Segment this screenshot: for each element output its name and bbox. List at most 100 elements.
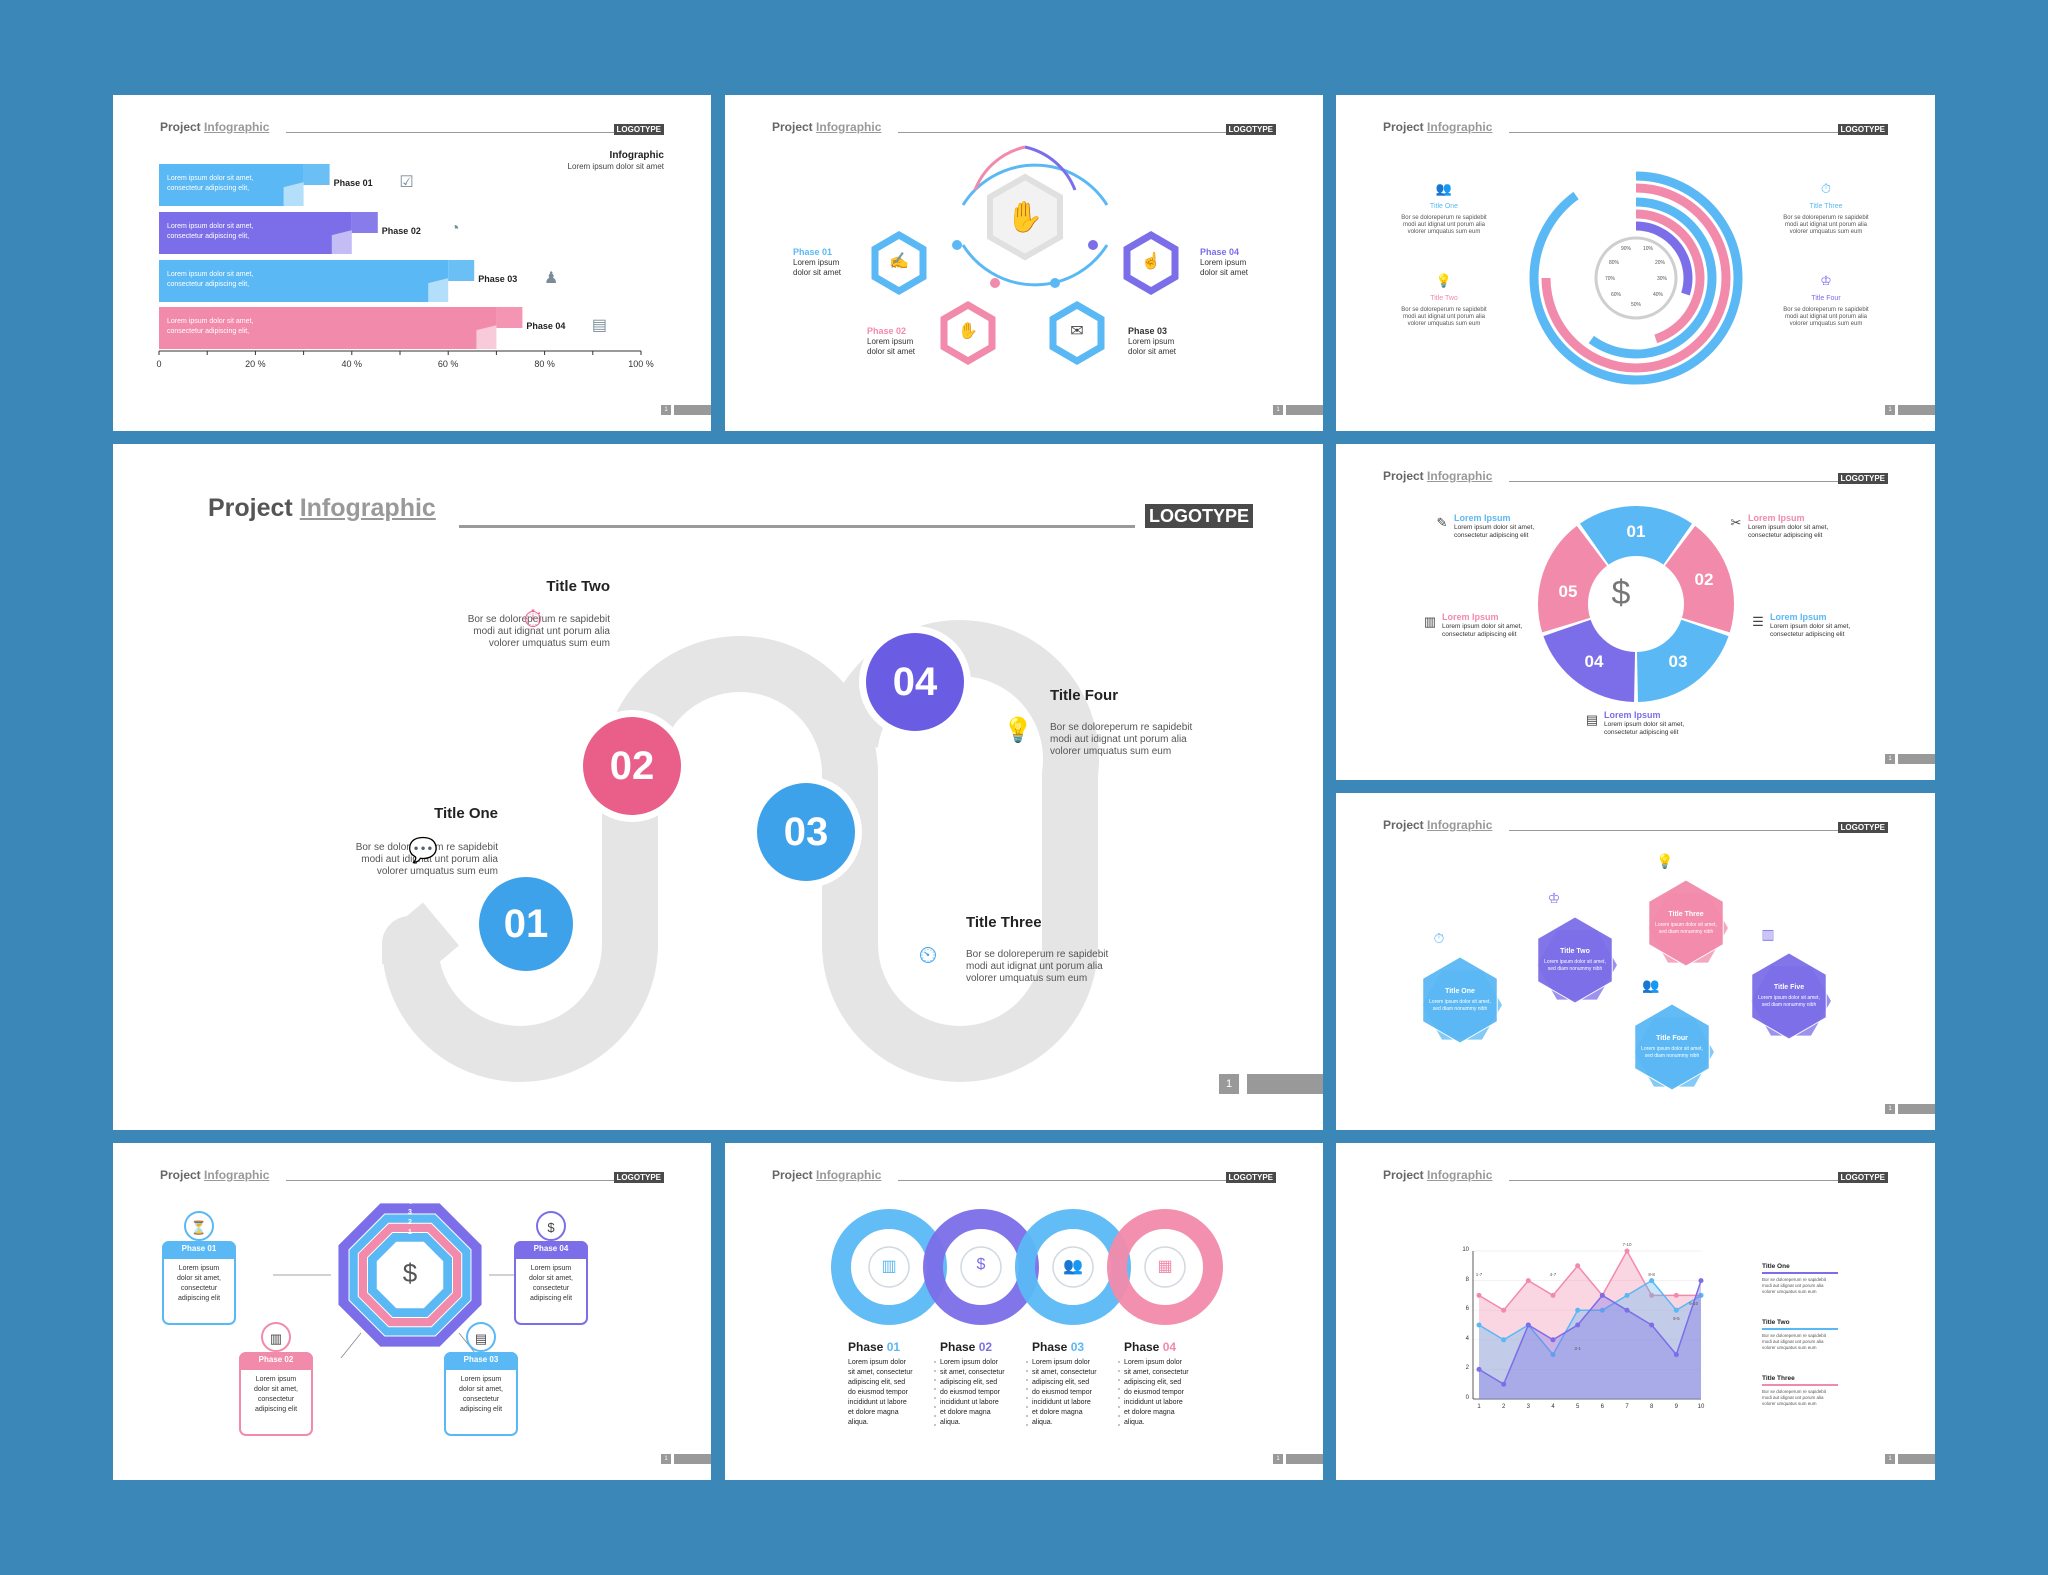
puzzle-piece-4 (1543, 619, 1636, 702)
data-point (1525, 1278, 1531, 1284)
project-title: Project Infographic (208, 494, 436, 522)
bar-text-line2: consectetur adipiscing elit, (167, 185, 250, 192)
title-two-text-2: modi aut idignat unt porum alia (473, 626, 610, 637)
area-series-2 (1479, 1280, 1701, 1399)
phase-number: 04 (1162, 1340, 1177, 1354)
data-point (1476, 1366, 1482, 1372)
phase-title: Phase 01 (793, 247, 833, 257)
pagination[interactable]: 1 (1885, 405, 1935, 415)
hex-phase01 (871, 230, 962, 296)
gauge-label: 60% (1610, 292, 1621, 298)
pagination[interactable]: 1 (1273, 405, 1323, 415)
hexagon-title: Title Four (1656, 1035, 1688, 1042)
pagination[interactable]: 1 (661, 405, 711, 415)
phase-box-title: Phase 01 (181, 1244, 217, 1253)
phase-number: 01 (886, 1340, 901, 1354)
data-annotation: 9-5 (1673, 1316, 1680, 1321)
logotype: LOGOTYPE (1837, 473, 1888, 484)
trophy-icon: ♔ (1547, 890, 1561, 906)
logotype: LOGOTYPE (1145, 504, 1254, 528)
title-two-text-1: Bor se doloreperum re sapidebit (467, 614, 610, 625)
pagination[interactable]: 1 (1885, 1454, 1935, 1464)
project-title: Project Infographic (1383, 1168, 1493, 1182)
x-tick-label: 4 (1551, 1404, 1555, 1410)
phase-heading: Phase 04 (1124, 1340, 1176, 1354)
phase-text-line: Lorem ipsum dolor (940, 1359, 998, 1366)
x-tick-label: 60 % (437, 359, 459, 369)
data-annotation: 9-10 (1689, 1301, 1699, 1307)
header-rule (286, 1180, 618, 1181)
data-point (1550, 1337, 1556, 1343)
title-one: Title One (434, 805, 498, 822)
data-point (1501, 1307, 1507, 1313)
phase-title: Phase 04 (1200, 247, 1240, 257)
slide-bar-chart[interactable]: Project Infographic LOGOTYPE Infographic… (113, 95, 711, 431)
progress-arc-3 (1588, 197, 1717, 359)
slide-floating-hexagons[interactable]: Project Infographic LOGOTYPE ⏱ Title One L… (1336, 793, 1935, 1130)
legend-line (1762, 1328, 1838, 1330)
handshake-icon: ✍ (889, 253, 909, 270)
data-point (1599, 1292, 1605, 1298)
legend-title: Title One (1762, 1263, 1790, 1270)
x-tick-label: 7 (1625, 1404, 1629, 1410)
lightbulb-icon: 💡 (1656, 853, 1674, 869)
phase-heading: Phase 03 (1032, 1340, 1084, 1354)
project-title: Project Infographic (1383, 120, 1493, 134)
bar-chart-icon: ▥ (261, 1322, 291, 1352)
bar-chart-icon: ▥ (881, 1258, 897, 1275)
pagination[interactable]: 1 (661, 1454, 711, 1464)
phase-text-line: et dolore magna (848, 1409, 899, 1416)
title-label: Title One (1429, 203, 1459, 210)
phase-label: Phase 03 (478, 274, 518, 284)
data-point (1550, 1352, 1556, 1358)
phase-text-line: adipiscing elit, sed (848, 1379, 906, 1386)
phase-box-text: dolor sit amet, (529, 1275, 573, 1282)
title-text-3: volorer umquatus sum eum (1407, 321, 1481, 327)
slide-featured-s-curve[interactable]: Project Infographic LOGOTYPE 01 02 03 04… (113, 444, 1323, 1130)
gold-bars-icon: ▤ (591, 317, 607, 334)
bar-text-line2: consectetur adipiscing elit, (167, 281, 250, 288)
legend-text: modi aut idignat unt porum alia (1762, 1395, 1824, 1400)
slide-phase-hexagons[interactable]: Project Infographic LOGOTYPE ✋ ✍ ✋ ✉ ☝ P… (725, 95, 1323, 431)
phase-text-line: adipiscing elit, sed (1124, 1379, 1182, 1386)
progress-arc-5 (1529, 171, 1743, 385)
slide-four-circles[interactable]: Project Infographic LOGOTYPE ▥ Phase 01 Lo… (725, 1143, 1323, 1480)
item-text-1: Lorem ipsum dolor sit amet, (1748, 524, 1829, 531)
checkmark-icon: ☑ (399, 174, 414, 191)
item-title: Lorem Ipsum (1770, 612, 1827, 622)
progress-arc-1 (1635, 221, 1693, 296)
slide-radial-arcs[interactable]: Project Infographic LOGOTYPE 90% 10% 80% 20… (1336, 95, 1935, 431)
title-text-2: modi aut idignat unt porum alia (1402, 222, 1486, 228)
data-point (1575, 1263, 1581, 1269)
phase-text-line: incididunt ut labore (848, 1399, 907, 1406)
slide-puzzle-cycle[interactable]: Project Infographic LOGOTYPE $ 01 02 03 04 0… (1336, 444, 1935, 780)
x-tick-label: 8 (1649, 1404, 1654, 1410)
phase-box-text: Lorem ipsum (255, 1376, 297, 1383)
phase-text-line: Lorem ipsum dolor (1124, 1359, 1182, 1366)
phase-text-line: do eiusmod tempor (1124, 1389, 1184, 1396)
slide-octagon-phases[interactable]: Project Infographic LOGOTYPE 4 3 2 1 $ ⏳ Pha… (113, 1143, 711, 1480)
title-four-text-1: Bor se doloreperum re sapidebit (1050, 722, 1193, 733)
item-title: Lorem Ipsum (1748, 513, 1805, 523)
pagination[interactable]: 1 (1219, 1074, 1323, 1094)
area-series-3 (1479, 1251, 1701, 1399)
pagination[interactable]: 1 (1885, 754, 1935, 764)
header-rule (1509, 830, 1842, 831)
gauge-label: 40% (1652, 292, 1663, 298)
title-three-text-2: modi aut idignat unt porum alia (966, 961, 1103, 972)
data-point (1525, 1322, 1531, 1328)
hexagon-text-1: Lorem ipsum dolor sit amet, (1544, 959, 1606, 965)
bar-chart-icon: ▥ (1761, 926, 1775, 942)
bar-text-line1: Lorem ipsum dolor sit amet, (167, 223, 254, 230)
ring-number: 1 (408, 1229, 412, 1236)
slide-area-chart[interactable]: Project Infographic LOGOTYPE 0 2 4 6 8 10 1 2 3 4… (1336, 1143, 1935, 1480)
data-point (1501, 1381, 1507, 1387)
logotype: LOGOTYPE (1837, 124, 1888, 135)
title-four-text-3: volorer umquatus sum eum (1050, 746, 1172, 757)
item-text-2: consectetur adipiscing elit (1770, 631, 1845, 638)
project-title: Project Infographic (1383, 469, 1493, 483)
pagination[interactable]: 1 (1885, 1104, 1935, 1114)
item-title: Lorem Ipsum (1442, 612, 1499, 622)
slide-header: Project Infographic LOGOTYPE (160, 1168, 664, 1184)
pagination[interactable]: 1 (1273, 1454, 1323, 1464)
